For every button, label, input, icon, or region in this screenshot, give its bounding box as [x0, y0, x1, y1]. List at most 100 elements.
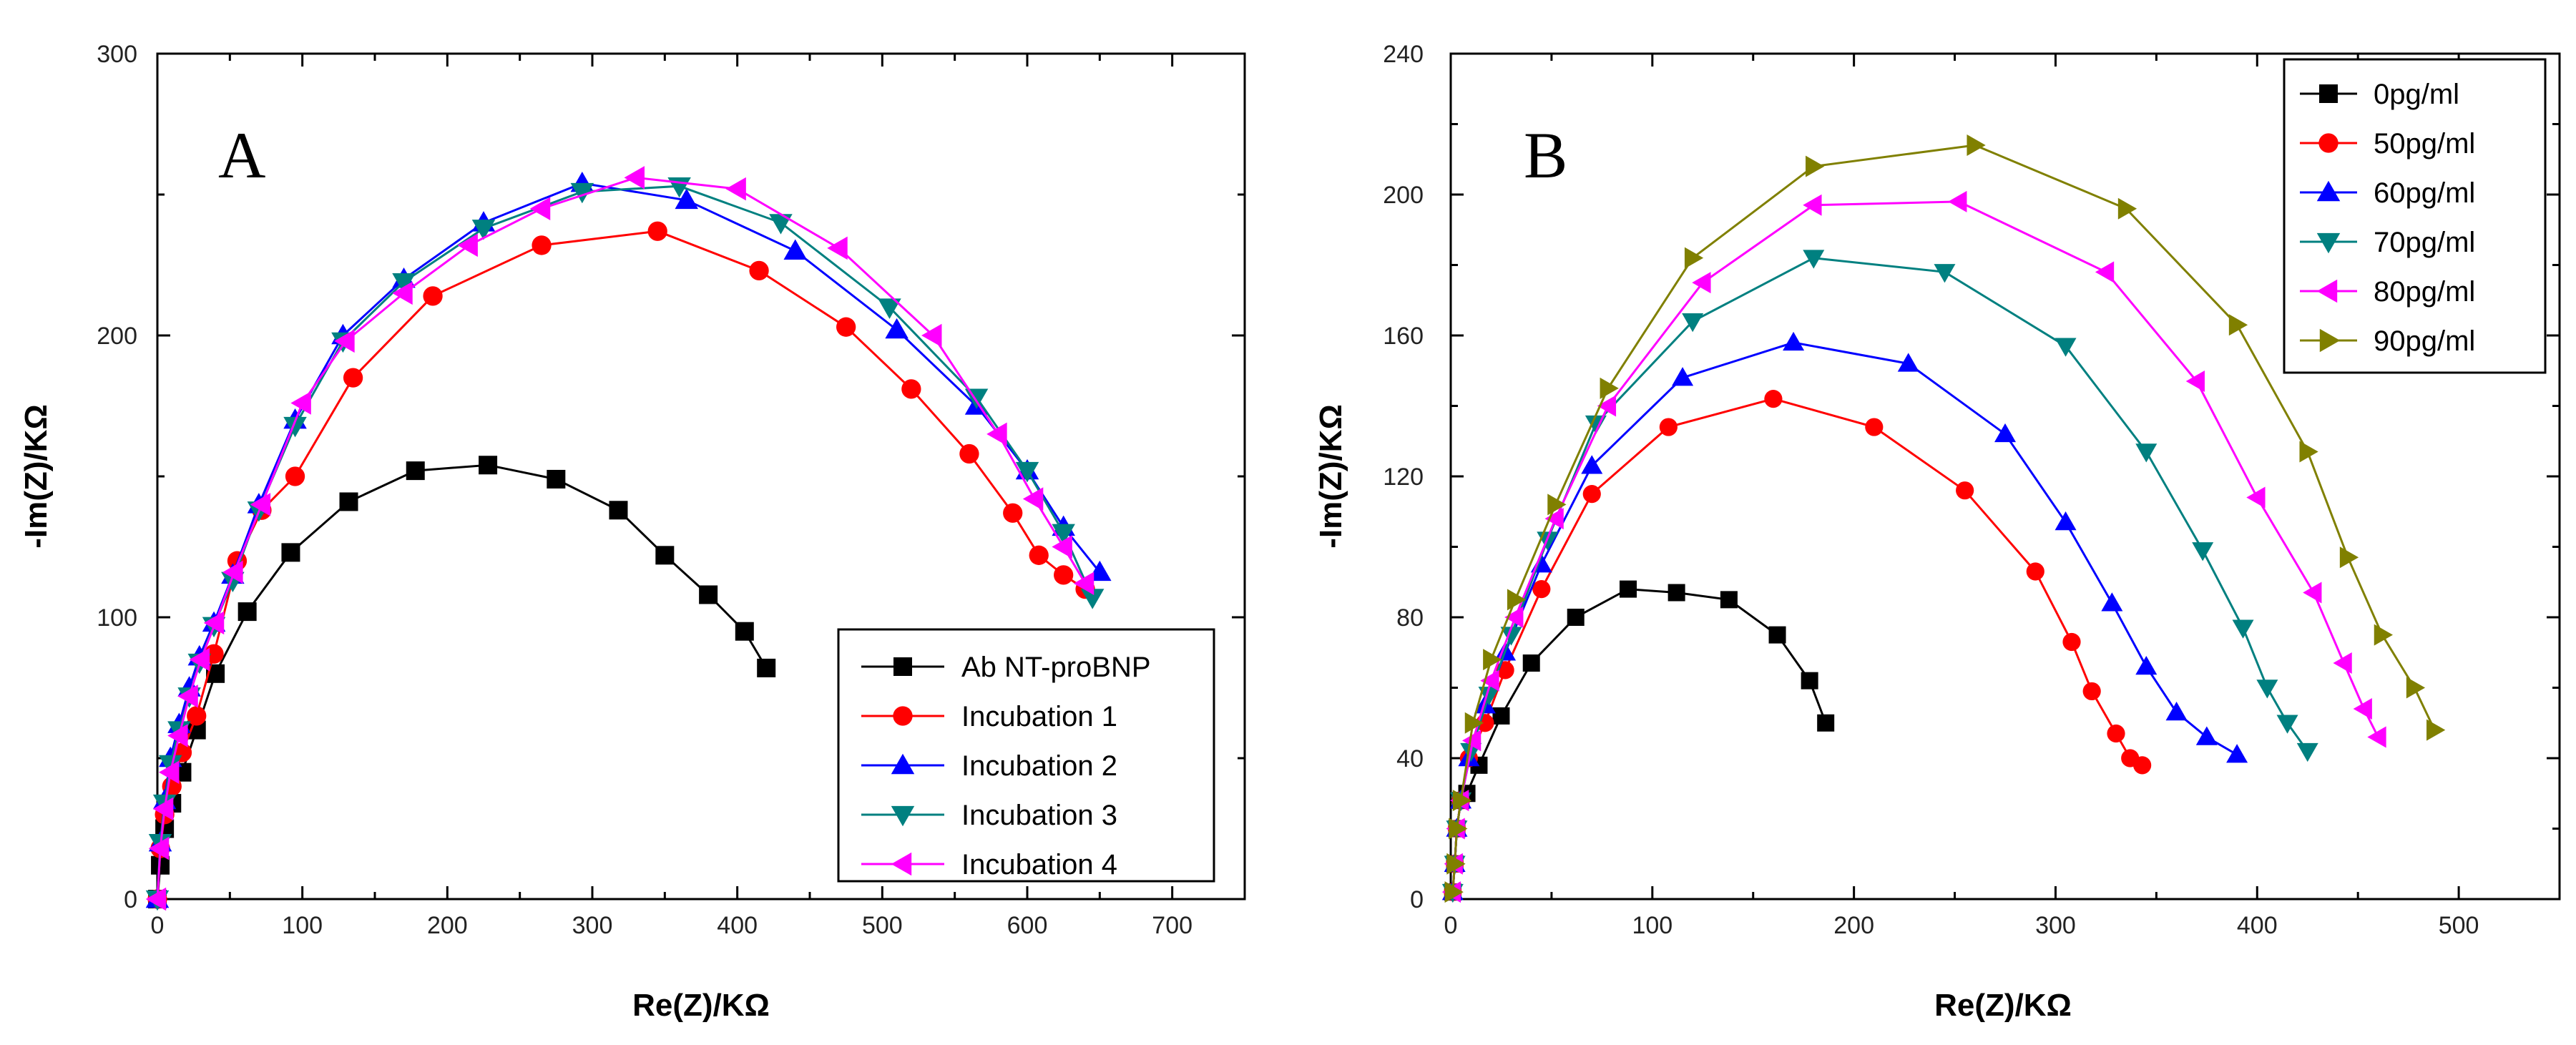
- data-point: [1659, 418, 1678, 436]
- data-point: [647, 221, 667, 241]
- y-tick-label: 200: [97, 323, 137, 350]
- legend-item: Incubation 4: [861, 849, 1117, 880]
- legend-label: 80pg/ml: [2374, 276, 2475, 308]
- data-point: [145, 887, 167, 911]
- legend-item: 90pg/ml: [2300, 325, 2475, 357]
- data-point: [1080, 589, 1105, 609]
- data-point: [2062, 632, 2081, 652]
- legend-label: 90pg/ml: [2374, 325, 2475, 357]
- data-point: [2055, 511, 2077, 531]
- data-point: [1994, 423, 2016, 443]
- data-point: [392, 281, 413, 305]
- legend-marker: [2316, 279, 2338, 303]
- y-axis-label: -Im(Z)/KΩ: [1313, 404, 1348, 548]
- data-point: [901, 379, 921, 399]
- legend-item: Incubation 1: [861, 701, 1117, 732]
- data-point: [203, 611, 225, 635]
- data-point: [1768, 626, 1786, 644]
- data-point: [1817, 714, 1835, 732]
- x-tick-label: 100: [1632, 912, 1673, 939]
- legend-box: [2283, 58, 2547, 374]
- legend-label: 60pg/ml: [2374, 177, 2475, 209]
- data-point: [2339, 546, 2359, 569]
- data-point: [1581, 455, 1603, 474]
- legend-marker: [2318, 133, 2339, 153]
- data-point: [1806, 155, 1825, 177]
- legend-item: 0pg/ml: [2300, 79, 2459, 110]
- data-point: [1452, 790, 1472, 812]
- data-point: [1720, 591, 1738, 609]
- data-point: [757, 658, 776, 677]
- series-ab-nt-probnp: [148, 456, 776, 908]
- series-line: [156, 185, 1094, 900]
- data-point: [1544, 508, 1564, 530]
- data-point: [2296, 742, 2318, 762]
- data-point: [1444, 881, 1464, 903]
- data-point: [1022, 487, 1044, 511]
- x-tick-label: 200: [427, 912, 468, 939]
- data-point: [1015, 461, 1039, 483]
- data-point: [339, 492, 358, 511]
- y-tick-label: 200: [1383, 182, 1424, 209]
- x-tick-label: 700: [1152, 912, 1192, 939]
- data-point: [187, 706, 207, 726]
- data-point: [2246, 486, 2266, 509]
- data-point: [1029, 545, 1049, 565]
- data-point: [343, 368, 363, 388]
- data-point: [1449, 818, 1468, 840]
- x-tick-label: 400: [717, 912, 758, 939]
- x-tick-label: 0: [151, 912, 165, 939]
- data-point: [1597, 395, 1617, 417]
- data-point: [283, 416, 307, 438]
- data-point: [1956, 481, 1974, 500]
- data-point: [675, 188, 698, 210]
- data-point: [1672, 367, 1694, 386]
- legend-marker: [2316, 180, 2341, 202]
- panel-label: A: [218, 119, 265, 192]
- data-point: [2107, 724, 2125, 743]
- legend-marker: [893, 657, 912, 676]
- y-tick-label: 300: [97, 41, 137, 68]
- data-point: [471, 220, 496, 240]
- legend-item: Incubation 3: [861, 800, 1117, 831]
- series-incubation-4: [145, 166, 1094, 911]
- data-point: [1547, 494, 1567, 516]
- chart-panel-b: 0 100 200 300 400 500 0 40 80 120 160 200 240 Re(Z)/K…: [1313, 41, 2561, 1023]
- data-point: [2165, 701, 2188, 721]
- data-point: [1464, 712, 1484, 734]
- data-point: [1500, 627, 1522, 646]
- data-point: [1507, 589, 1527, 611]
- data-point: [1783, 331, 1805, 351]
- legend-item: 50pg/ml: [2300, 128, 2475, 160]
- data-point: [1052, 535, 1072, 559]
- data-point: [836, 317, 856, 337]
- x-tick-label: 400: [2237, 912, 2278, 939]
- data-point: [281, 543, 300, 562]
- x-tick-label: 600: [1007, 912, 1048, 939]
- data-point: [2195, 726, 2218, 745]
- data-point: [570, 182, 594, 204]
- y-tick-label: 240: [1383, 41, 1424, 68]
- data-point: [1620, 580, 1637, 598]
- data-point: [237, 602, 257, 622]
- data-point: [529, 197, 551, 220]
- legend-item: 70pg/ml: [2300, 227, 2475, 258]
- data-point: [2082, 682, 2101, 701]
- data-point: [2226, 744, 2248, 763]
- data-point: [2232, 619, 2254, 639]
- legend-marker: [2319, 84, 2338, 103]
- data-point: [158, 760, 180, 784]
- data-point: [167, 724, 188, 747]
- legend-marker: [2319, 328, 2341, 353]
- x-tick-label: 200: [1833, 912, 1874, 939]
- data-point: [2303, 582, 2322, 604]
- data-point: [699, 585, 718, 604]
- x-tick-label: 0: [1444, 912, 1458, 939]
- data-point: [1803, 194, 1822, 216]
- legend-marker: [891, 852, 912, 876]
- data-point: [1052, 524, 1075, 545]
- legend-label: Ab NT-proBNP: [961, 652, 1151, 683]
- data-point: [2299, 441, 2318, 463]
- data-point: [2374, 624, 2393, 646]
- legend-marker: [893, 706, 913, 726]
